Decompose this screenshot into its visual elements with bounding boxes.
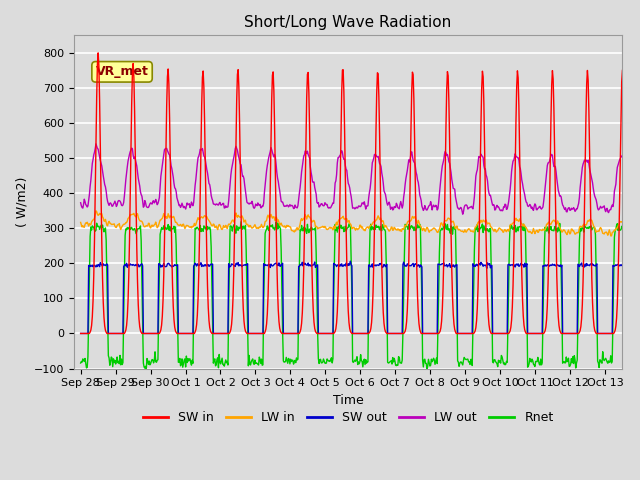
Legend: SW in, LW in, SW out, LW out, Rnet: SW in, LW in, SW out, LW out, Rnet — [138, 406, 559, 429]
X-axis label: Time: Time — [333, 394, 364, 407]
Y-axis label: ( W/m2): ( W/m2) — [15, 177, 28, 227]
Title: Short/Long Wave Radiation: Short/Long Wave Radiation — [244, 15, 452, 30]
Text: VR_met: VR_met — [95, 65, 148, 78]
